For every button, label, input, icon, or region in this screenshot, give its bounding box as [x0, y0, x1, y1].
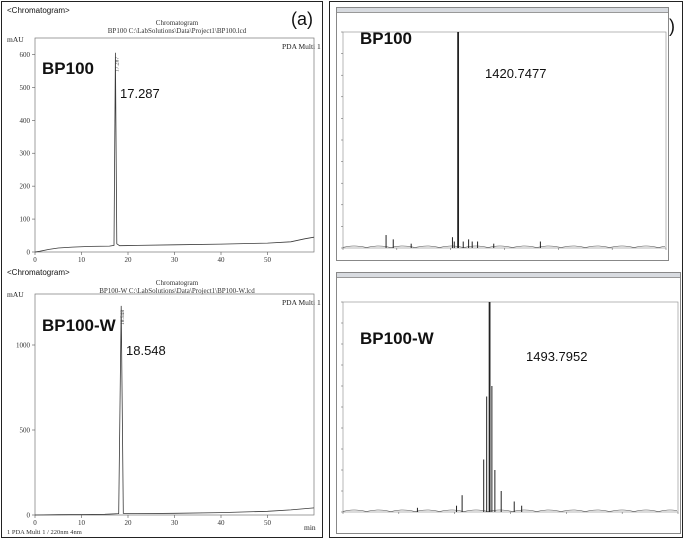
y-tick-label: 300: [20, 150, 31, 158]
panel-label-a: (a): [291, 9, 313, 29]
y-tick-label: 500: [20, 84, 31, 92]
y-tick-label: 1000: [16, 342, 31, 350]
peak-retention-label: 18.548: [126, 343, 166, 358]
chromatogram-header: <Chromatogram>: [7, 6, 70, 15]
chromatogram-trace: [34, 305, 315, 516]
y-axis-unit: mAU: [7, 290, 24, 299]
chromatogram-header: <Chromatogram>: [7, 268, 70, 277]
peak-annotation: 18.548: [120, 310, 126, 325]
sample-label: BP100: [42, 59, 94, 78]
detector-label: PDA Multi 1: [282, 298, 321, 307]
chromatogram-plot-bp100: 0 100 200 300 400 500 600 0 10 20 30 40 50 17.287: [20, 37, 315, 264]
chromatogram-title-line1: Chromatogram: [155, 279, 199, 287]
x-tick-label: 50: [264, 256, 272, 264]
x-tick-label: 30: [171, 256, 179, 264]
detector-label: PDA Multi 1: [282, 42, 321, 51]
y-tick-label: 200: [20, 183, 31, 191]
y-tick-label: 500: [20, 427, 31, 435]
x-tick-label: 50: [264, 519, 272, 527]
peak-retention-label: 17.287: [120, 86, 160, 101]
spectrum-window-bp100: [336, 7, 669, 261]
x-tick-label: 20: [125, 519, 133, 527]
mass-spectrum-bp100: [341, 31, 667, 250]
chromatogram-trace: [34, 52, 315, 253]
x-tick-label: 20: [125, 256, 133, 264]
x-axis-unit: min: [304, 523, 316, 532]
x-tick-label: 30: [171, 519, 179, 527]
chromatogram-file-path: BP100 C:\LabSolutions\Data\Project1\BP10…: [107, 27, 247, 35]
spectrum-window-bp100-w: [336, 272, 681, 534]
panel-b: (b) BP100 1420.7477 BP100-W 1493.7952: [329, 1, 683, 538]
mass-spectrum-bp100-w: [341, 301, 679, 514]
x-tick-label: 0: [33, 256, 37, 264]
x-tick-label: 40: [218, 519, 226, 527]
chromatogram-title: Chromatogram BP100 C:\LabSolutions\Data\…: [62, 19, 292, 35]
y-axis-unit: mAU: [7, 35, 24, 44]
y-tick-label: 400: [20, 117, 31, 125]
baseline-noise: [342, 245, 666, 248]
peak-mass-label: 1493.7952: [526, 349, 588, 364]
peak-annotation: 17.287: [114, 57, 120, 72]
sample-label: BP100-W: [360, 329, 434, 348]
chromatogram-footer: 1 PDA Multi 1 / 220nm 4nm: [7, 529, 82, 536]
y-tick-label: 600: [20, 51, 31, 59]
chromatogram-plot-bp100-w: 0 500 1000 0 10 20 30 40 50 18.548: [16, 293, 315, 527]
chromatogram-file-path: BP100-W C:\LabSolutions\Data\Project1\BP…: [99, 287, 255, 295]
panel-a: (a) <Chromatogram> Chromatogram BP100 C:…: [1, 1, 323, 538]
y-tick-label: 0: [27, 512, 31, 520]
sample-label: BP100-W: [42, 316, 116, 335]
baseline-noise: [342, 509, 678, 512]
x-tick-label: 40: [218, 256, 226, 264]
x-tick-label: 10: [78, 256, 86, 264]
y-tick-label: 100: [20, 216, 31, 224]
chromatogram-title-line1: Chromatogram: [155, 19, 199, 27]
peak-mass-label: 1420.7477: [485, 66, 547, 81]
sample-label: BP100: [360, 29, 412, 48]
y-tick-label: 0: [27, 249, 31, 257]
x-tick-label: 0: [33, 519, 37, 527]
chromatogram-title: Chromatogram BP100-W C:\LabSolutions\Dat…: [62, 279, 292, 295]
x-tick-label: 10: [78, 519, 86, 527]
window-titlebar: [337, 273, 680, 278]
window-titlebar: [337, 8, 668, 13]
